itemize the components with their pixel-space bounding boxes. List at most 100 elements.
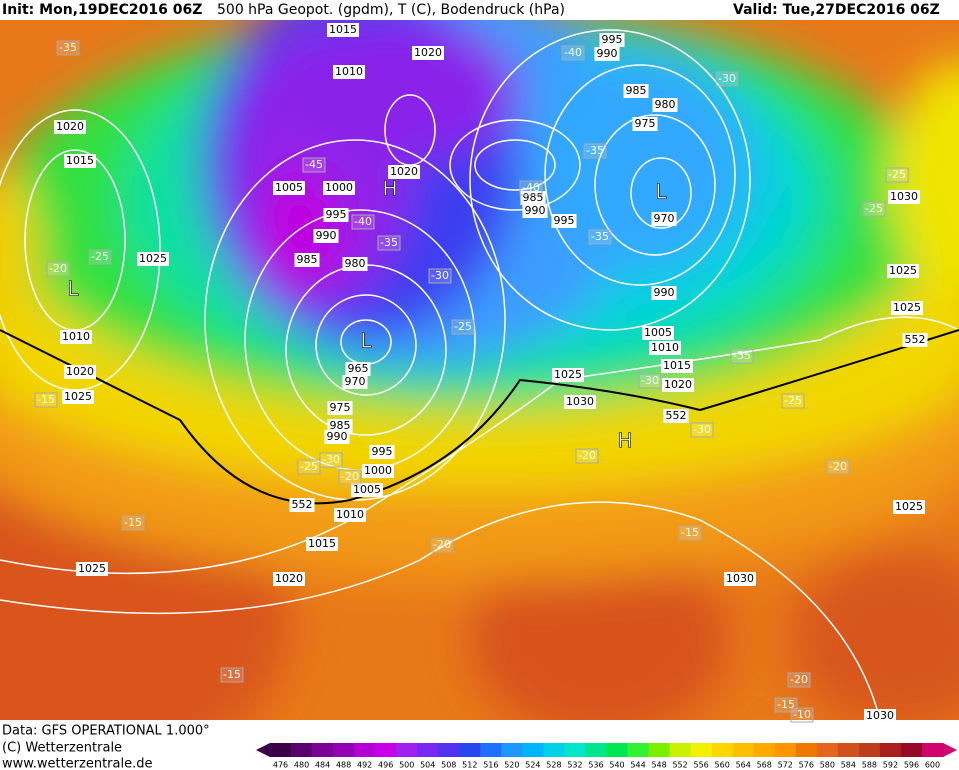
- colorbar-swatch: [669, 743, 692, 757]
- temperature-label-text: -20: [49, 262, 67, 275]
- isobar-label-text: 1015: [329, 23, 357, 36]
- isobar-label: 1030: [564, 395, 596, 409]
- temperature-label: -15: [678, 525, 702, 541]
- colorbar-swatch: [585, 743, 607, 757]
- colorbar-swatch: [732, 743, 755, 757]
- temperature-label-text: -40: [522, 181, 540, 194]
- temperature-label-box: [588, 229, 612, 245]
- temperature-label-box: [34, 392, 58, 408]
- colorbar-label: 496: [378, 761, 393, 770]
- temperature-label-text: -45: [305, 158, 323, 171]
- isobar-label-box: [412, 46, 444, 60]
- isobar-label-box: [623, 84, 649, 98]
- colorbar-swatch: [921, 743, 944, 757]
- colorbar-label: 500: [399, 761, 414, 770]
- colorbar-label: 512: [462, 761, 477, 770]
- colorbar-swatch: [396, 743, 418, 757]
- colorbar-swatch: [333, 743, 355, 757]
- colorbar-swatch: [543, 743, 565, 757]
- isobar-label-box: [864, 709, 896, 723]
- isobar-label-box: [62, 390, 94, 404]
- isobar-label: 980: [342, 257, 368, 271]
- isobar-label-text: 970: [654, 212, 675, 225]
- isobar-label-box: [893, 500, 925, 514]
- isobar-label: 985: [623, 84, 649, 98]
- temperature-label: -20: [46, 261, 70, 277]
- isobar-label-box: [662, 378, 694, 392]
- isobar-label-box: [342, 375, 368, 389]
- temperature-label-text: -25: [888, 168, 906, 181]
- temperature-label-box: [338, 469, 362, 485]
- colorbar-swatch: [648, 743, 671, 757]
- isobar-label-text: 1030: [890, 190, 918, 203]
- temperature-label: -30: [690, 422, 714, 438]
- isobar-label: 1020: [54, 120, 86, 134]
- colorbar-label: 476: [273, 761, 288, 770]
- contour-label-box: [663, 409, 689, 423]
- colorbar-label: 492: [357, 761, 372, 770]
- colorbar-swatch: [795, 743, 818, 757]
- temperature-label-text: -30: [322, 453, 340, 466]
- colorbar-swatch: [354, 743, 376, 757]
- isobar-label-text: 975: [635, 117, 656, 130]
- temperature-label: -20: [787, 672, 811, 688]
- temperature-label: -30: [319, 452, 343, 468]
- isobar-label: 1020: [662, 378, 694, 392]
- isobar-label-text: 1020: [66, 365, 94, 378]
- colorbar-swatch: [459, 743, 481, 757]
- temperature-label-box: [787, 672, 811, 688]
- temperature-label-text: -40: [564, 46, 582, 59]
- colorbar-label: 532: [567, 761, 582, 770]
- temperature-label-box: [351, 214, 375, 230]
- colorbar-arrow: [256, 743, 270, 757]
- isobar-label: 1030: [724, 572, 756, 586]
- isobar-label-box: [76, 562, 108, 576]
- map-title: 500 hPa Geopot. (gpdm), T (C), Bodendruc…: [217, 2, 565, 18]
- valid-time: Valid: Tue,27DEC2016 06Z: [733, 2, 940, 18]
- temperature-label: -20: [430, 537, 454, 553]
- isobar-label: 1015: [64, 154, 96, 168]
- isobar-label: 975: [327, 401, 353, 415]
- temperature-label: -25: [451, 319, 475, 335]
- temperature-label-text: -30: [641, 374, 659, 387]
- contour-label-text: 552: [666, 409, 687, 422]
- colorbar-arrow: [943, 743, 957, 757]
- isobar-label-box: [333, 65, 365, 79]
- isobar-label-box: [564, 395, 596, 409]
- isobar-label-box: [724, 572, 756, 586]
- isobar-label-box: [54, 120, 86, 134]
- temperature-label-box: [826, 459, 850, 475]
- contour-label: 552: [902, 333, 928, 347]
- temperature-label-box: [715, 71, 739, 87]
- colorbar-swatch: [816, 743, 839, 757]
- isobar-label-box: [351, 483, 383, 497]
- temperature-label-box: [428, 268, 452, 284]
- colorbar-swatch: [522, 743, 544, 757]
- isobar-label-box: [273, 572, 305, 586]
- isobar-label: 1020: [388, 165, 420, 179]
- isobar-label-text: 995: [554, 214, 575, 227]
- colorbar-label: 600: [925, 761, 940, 770]
- contour-label: 552: [289, 498, 315, 512]
- temperature-label-box: [885, 167, 909, 183]
- isobar-label-box: [324, 430, 350, 444]
- isobar-label: 995: [551, 214, 577, 228]
- low-pressure: L: [360, 329, 372, 353]
- colorbar-swatch: [480, 743, 502, 757]
- isobar-label-box: [327, 419, 353, 433]
- isobar-label-text: 1010: [336, 508, 364, 521]
- isobar-label: 1010: [649, 341, 681, 355]
- temperature-label: -10: [790, 707, 814, 723]
- isobar-label-text: 1020: [664, 378, 692, 391]
- isobar-label-text: 1000: [364, 464, 392, 477]
- colorbar-label: 516: [483, 761, 498, 770]
- temperature-label-box: [678, 525, 702, 541]
- isobar-label: 1020: [273, 572, 305, 586]
- isobar-label: 1005: [273, 181, 305, 195]
- colorbar-swatch: [417, 743, 439, 757]
- temperature-label: -35: [730, 348, 754, 364]
- temperature-label-text: -30: [718, 72, 736, 85]
- isobar-label-text: 1005: [275, 181, 303, 194]
- temperature-label: -25: [297, 459, 321, 475]
- temperature-label: -40: [561, 45, 585, 61]
